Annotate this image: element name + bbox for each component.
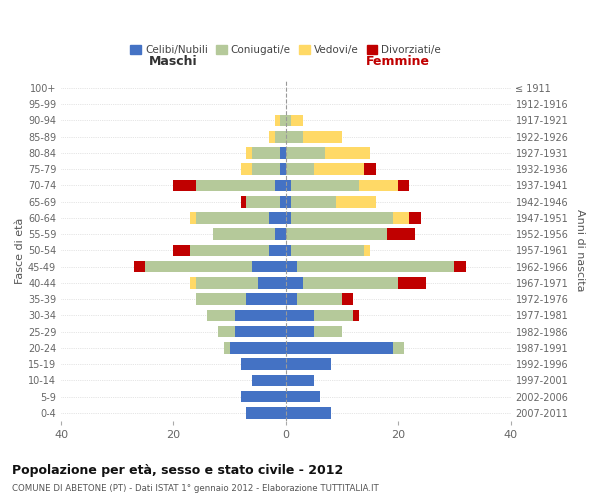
Bar [286, 180, 292, 192]
Bar [286, 326, 314, 338]
Bar [342, 294, 353, 305]
Bar [409, 212, 421, 224]
Bar [275, 114, 280, 126]
Bar [297, 294, 342, 305]
Bar [392, 212, 409, 224]
Bar [275, 131, 286, 142]
Bar [302, 277, 398, 288]
Bar [252, 374, 286, 386]
Bar [364, 164, 376, 175]
Bar [359, 180, 398, 192]
Bar [292, 212, 392, 224]
Bar [196, 212, 269, 224]
Bar [398, 180, 409, 192]
Bar [325, 147, 370, 159]
Bar [235, 310, 286, 321]
Text: COMUNE DI ABETONE (PT) - Dati ISTAT 1° gennaio 2012 - Elaborazione TUTTITALIA.IT: COMUNE DI ABETONE (PT) - Dati ISTAT 1° g… [12, 484, 379, 493]
Bar [280, 164, 286, 175]
Bar [241, 196, 247, 207]
Y-axis label: Fasce di età: Fasce di età [15, 217, 25, 284]
Bar [213, 228, 275, 240]
Y-axis label: Anni di nascita: Anni di nascita [575, 209, 585, 292]
Bar [196, 294, 247, 305]
Bar [286, 358, 331, 370]
Bar [280, 196, 286, 207]
Bar [314, 310, 353, 321]
Bar [196, 180, 275, 192]
Bar [292, 114, 302, 126]
Bar [280, 114, 286, 126]
Bar [314, 326, 342, 338]
Bar [196, 277, 258, 288]
Bar [269, 212, 286, 224]
Bar [275, 228, 286, 240]
Bar [286, 131, 302, 142]
Bar [364, 244, 370, 256]
Bar [286, 228, 387, 240]
Bar [286, 342, 392, 353]
Bar [297, 261, 454, 272]
Bar [337, 196, 376, 207]
Bar [275, 180, 286, 192]
Bar [241, 391, 286, 402]
Bar [190, 244, 269, 256]
Bar [247, 196, 280, 207]
Bar [286, 114, 292, 126]
Text: Femmine: Femmine [366, 56, 430, 68]
Bar [454, 261, 466, 272]
Bar [241, 358, 286, 370]
Legend: Celibi/Nubili, Coniugati/e, Vedovi/e, Divorziati/e: Celibi/Nubili, Coniugati/e, Vedovi/e, Di… [126, 40, 445, 59]
Text: Maschi: Maschi [149, 56, 198, 68]
Bar [252, 164, 280, 175]
Bar [269, 131, 275, 142]
Bar [280, 147, 286, 159]
Bar [173, 180, 196, 192]
Bar [134, 261, 145, 272]
Bar [286, 374, 314, 386]
Bar [398, 277, 427, 288]
Bar [387, 228, 415, 240]
Bar [292, 180, 359, 192]
Bar [286, 212, 292, 224]
Bar [252, 147, 280, 159]
Bar [173, 244, 190, 256]
Bar [190, 277, 196, 288]
Bar [286, 391, 320, 402]
Bar [353, 310, 359, 321]
Text: Popolazione per età, sesso e stato civile - 2012: Popolazione per età, sesso e stato civil… [12, 464, 343, 477]
Bar [269, 244, 286, 256]
Bar [286, 277, 302, 288]
Bar [286, 310, 314, 321]
Bar [286, 294, 297, 305]
Bar [235, 326, 286, 338]
Bar [314, 164, 364, 175]
Bar [286, 244, 292, 256]
Bar [286, 196, 292, 207]
Bar [218, 326, 235, 338]
Bar [207, 310, 235, 321]
Bar [286, 407, 331, 418]
Bar [258, 277, 286, 288]
Bar [241, 164, 252, 175]
Bar [392, 342, 404, 353]
Bar [286, 164, 314, 175]
Bar [190, 212, 196, 224]
Bar [286, 261, 297, 272]
Bar [224, 342, 230, 353]
Bar [292, 244, 364, 256]
Bar [230, 342, 286, 353]
Bar [247, 294, 286, 305]
Bar [247, 147, 252, 159]
Bar [252, 261, 286, 272]
Bar [145, 261, 252, 272]
Bar [292, 196, 337, 207]
Bar [302, 131, 342, 142]
Bar [286, 147, 325, 159]
Bar [247, 407, 286, 418]
